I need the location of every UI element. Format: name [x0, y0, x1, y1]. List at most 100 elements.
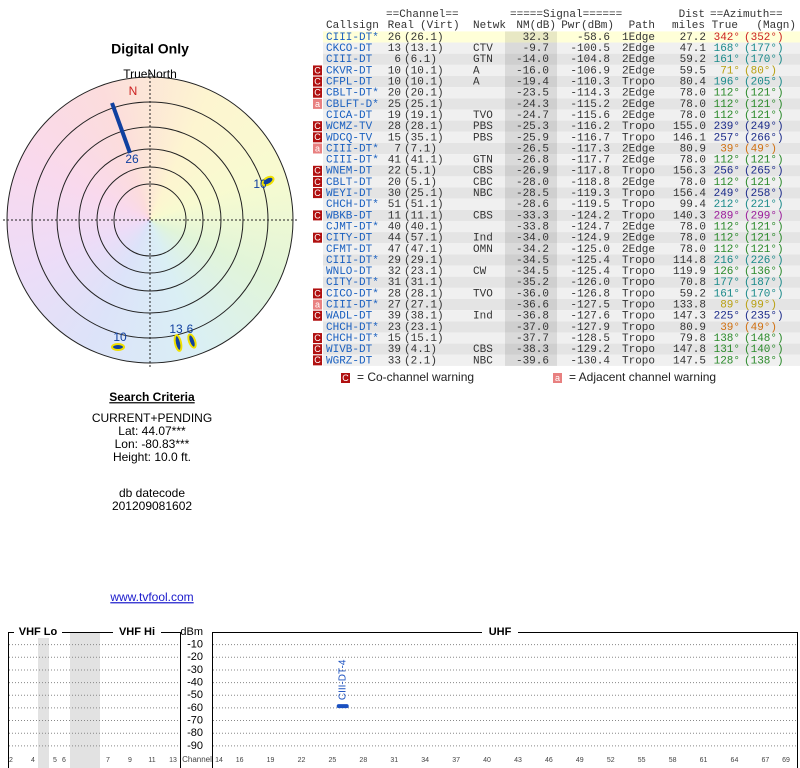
cell-az-true: 112° [714, 99, 740, 111]
warning-key: C [314, 233, 321, 243]
cell-real: 20 [388, 177, 401, 189]
legend-key: a [555, 373, 560, 383]
cell-virt: (38.1) [404, 311, 444, 323]
cell-nm: -25.9 [516, 132, 549, 144]
cell-pwr: -119.3 [570, 188, 610, 200]
cell-pwr: -129.2 [570, 344, 610, 356]
cell-callsign: CKVR-DT [326, 65, 373, 77]
site-link-anchor[interactable]: www.tvfool.com [109, 590, 193, 604]
cell-path: 2Edge [622, 143, 655, 155]
cell-virt: (4.1) [404, 344, 437, 356]
cell-az-magn: (221°) [744, 199, 784, 211]
cell-callsign: WIVB-DT [326, 344, 373, 356]
cell-virt: (25.1) [404, 99, 444, 111]
cell-az-magn: (121°) [744, 177, 784, 189]
y-tick-label: -20 [187, 651, 203, 663]
row-background [323, 299, 800, 311]
cell-az-magn: (80°) [744, 65, 777, 77]
y-tick-label: -50 [187, 689, 203, 701]
nm-column [505, 31, 557, 366]
cell-virt: (19.1) [404, 110, 444, 122]
datecode-label: db datecode [119, 486, 185, 500]
cell-nm: -37.0 [516, 322, 549, 334]
cell-path: Tropo [622, 77, 655, 89]
cell-nm: -28.0 [516, 177, 549, 189]
cell-pwr: -58.6 [577, 32, 610, 44]
cell-dist: 80.9 [680, 143, 706, 155]
cell-az-magn: (187°) [744, 277, 784, 289]
x-tick-label: 67 [761, 757, 769, 764]
cell-callsign: CHCH-DT* [326, 333, 379, 345]
gap [38, 633, 49, 768]
polar-background [7, 77, 293, 363]
cell-path: Tropo [622, 199, 655, 211]
cell-path: 2Edge [622, 155, 655, 167]
row-background [323, 98, 800, 110]
group-header: =====Signal====== [510, 9, 622, 21]
cell-real: 47 [388, 244, 401, 256]
cell-az-magn: (121°) [744, 233, 784, 245]
cell-path: Tropo [622, 300, 655, 312]
cell-callsign: WCMZ-TV [326, 121, 373, 133]
cell-netwk: CTV [473, 43, 493, 55]
cell-real: 30 [388, 188, 401, 200]
cell-dist: 79.8 [680, 333, 706, 345]
cell-virt: (40.1) [404, 221, 444, 233]
y-tick-label: -40 [187, 677, 203, 689]
cell-virt: (5.1) [404, 166, 437, 178]
band-label-bg [14, 626, 62, 638]
warning-key: C [314, 88, 321, 98]
cell-netwk: TVO [473, 288, 493, 300]
cell-virt: (11.1) [404, 210, 444, 222]
cell-az-magn: (49°) [744, 143, 777, 155]
cell-real: 44 [388, 233, 402, 245]
cell-az-magn: (170°) [744, 288, 784, 300]
cell-az-true: 177° [714, 277, 740, 289]
cell-path: Tropo [622, 266, 655, 278]
cell-path: 2Edge [622, 233, 655, 245]
cell-az-magn: (121°) [744, 88, 784, 100]
cell-virt: (10.1) [404, 77, 444, 89]
criteria-line: Height: 10.0 ft. [113, 450, 191, 464]
cell-real: 27 [388, 300, 401, 312]
cell-az-magn: (148°) [744, 333, 784, 345]
cell-az-true: 216° [714, 255, 740, 267]
row-background [323, 220, 800, 233]
row-background [323, 76, 800, 88]
cell-callsign: CICA-DT [326, 110, 373, 122]
cell-real: 51 [388, 199, 402, 211]
row-background [323, 287, 800, 300]
cell-az-magn: (258°) [744, 188, 784, 200]
site-link[interactable]: www.tvfool.com [109, 590, 193, 604]
legend-box [341, 373, 350, 383]
criteria-title: Search Criteria [109, 390, 195, 404]
signal-marker [261, 175, 275, 187]
cell-dist: 59.2 [680, 288, 706, 300]
cell-path: Tropo [622, 344, 655, 356]
cell-dist: 59.5 [680, 65, 706, 77]
cell-real: 10 [388, 65, 401, 77]
cell-pwr: -127.5 [570, 300, 610, 312]
warning-box [313, 210, 322, 221]
cell-az-magn: (170°) [744, 54, 784, 66]
cell-real: 41 [388, 155, 402, 167]
cell-real: 26 [388, 32, 401, 44]
warning-box [313, 232, 322, 243]
warning-box [313, 288, 322, 299]
cell-dist: 59.2 [680, 54, 706, 66]
x-tick-label: 49 [576, 757, 584, 764]
cell-az-magn: (136°) [744, 266, 784, 278]
x-tick-label: 58 [669, 757, 677, 764]
cell-az-magn: (49°) [744, 322, 777, 334]
cell-az-true: 126° [714, 266, 740, 278]
cell-dist: 78.0 [680, 177, 706, 189]
cell-netwk: CBS [473, 166, 493, 178]
cell-netwk: NBC [473, 188, 493, 200]
cell-virt: (57.1) [404, 233, 444, 245]
cell-virt: (6.1) [404, 54, 437, 66]
cell-pwr: -117.3 [570, 143, 610, 155]
cell-pwr: -104.8 [570, 54, 610, 66]
row-background [323, 64, 800, 77]
warning-box [313, 344, 322, 355]
